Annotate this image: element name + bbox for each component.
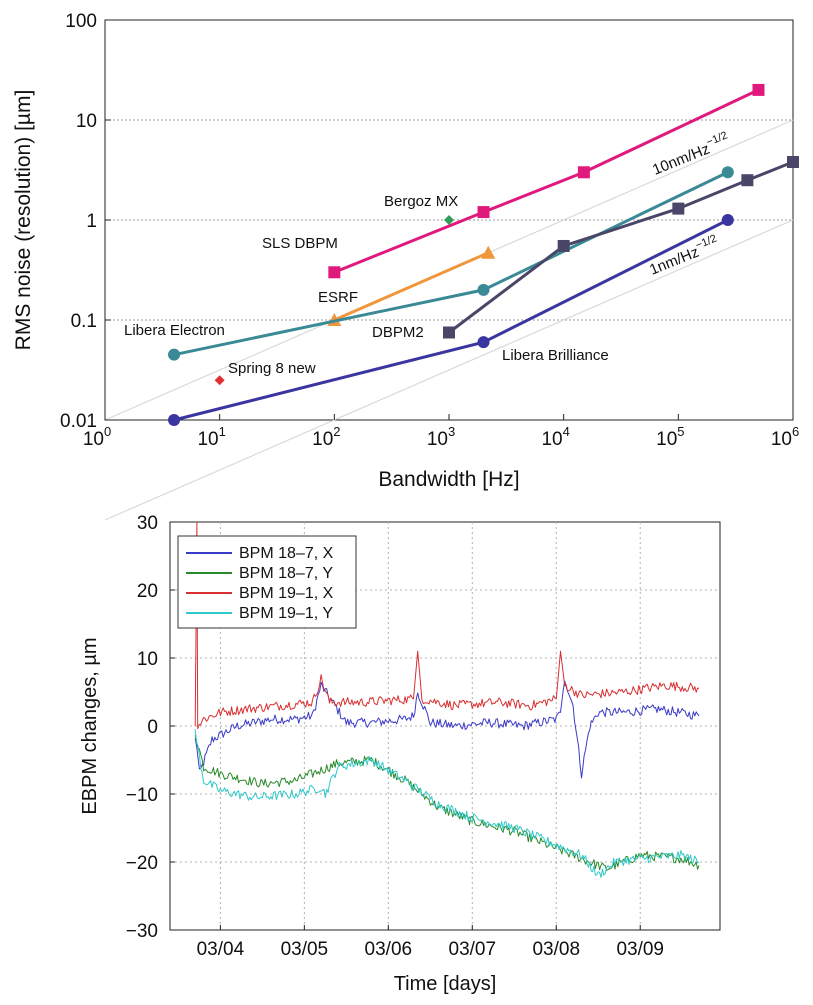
series-line-bpm-18-7-x [194, 680, 700, 779]
y-tick-label: 100 [65, 11, 97, 32]
y-tick-label: 10 [76, 111, 97, 132]
x-tick-label: 03/04 [197, 939, 245, 960]
series-line-bpm-19-1-y [194, 729, 700, 878]
label-bergoz-mx: Bergoz MX [384, 193, 458, 210]
data-point [328, 266, 341, 279]
data-point [741, 174, 754, 187]
data-point [787, 156, 799, 169]
series-line-bpm-19-1-x [194, 521, 700, 730]
label-sls-dbpm: SLS DBPM [262, 235, 338, 252]
label-libera-brilliance: Libera Brilliance [502, 347, 609, 364]
bottom-x-axis-label: Time [days] [394, 973, 497, 995]
reference-line [104, 219, 794, 521]
data-point [444, 215, 454, 225]
series-line [333, 88, 760, 274]
data-point [721, 214, 734, 226]
legend-item-bpm18-7-x: BPM 18–7, X [186, 545, 334, 562]
y-tick-label: 0.01 [60, 411, 97, 432]
series-bergoz-mx [444, 215, 454, 225]
x-tick-label: 102 [312, 424, 340, 450]
top-x-axis-label: Bandwidth [Hz] [378, 468, 519, 491]
data-point [443, 326, 455, 339]
x-tick-label: 100 [83, 424, 111, 450]
series-line [333, 251, 489, 322]
legend-label: BPM 18–7, X [239, 545, 334, 562]
legend-item-bpm19-1-y: BPM 19–1, Y [186, 605, 333, 622]
x-tick-label: 101 [197, 424, 225, 450]
data-point [672, 202, 685, 215]
legend-label: BPM 18–7, Y [239, 565, 333, 582]
label-esrf: ESRF [318, 289, 358, 306]
y-tick-label: 0 [147, 717, 158, 738]
x-tick-label: 03/06 [365, 939, 413, 960]
legend-label: BPM 19–1, X [239, 585, 334, 602]
data-point [168, 348, 181, 361]
legend-item-bpm18-7-y: BPM 18–7, Y [186, 565, 333, 582]
data-point [557, 239, 570, 252]
y-tick-label: 0.1 [71, 311, 97, 332]
series-libera-brilliance [168, 214, 734, 426]
x-tick-label: 104 [541, 424, 569, 450]
series-line-bpm-18-7-y [194, 734, 700, 871]
x-tick-label: 03/08 [532, 939, 580, 960]
data-point [752, 83, 765, 96]
data-point [168, 414, 181, 426]
data-point [477, 206, 490, 219]
data-point [721, 166, 734, 179]
data-point [477, 283, 490, 296]
data-point [577, 166, 590, 179]
top-y-axis-label: RMS noise (resolution) [µm] [12, 90, 35, 351]
series-dbpm2 [443, 156, 799, 339]
legend-item-bpm19-1-x: BPM 19–1, X [186, 585, 334, 602]
series-libera-electron [168, 166, 734, 361]
bottom-y-axis-label: EBPM changes, µm [79, 637, 101, 814]
label-dbpm2: DBPM2 [372, 324, 424, 341]
series-spring-8-new [214, 375, 225, 386]
y-tick-label: −20 [126, 853, 158, 874]
y-tick-label: 10 [137, 649, 158, 670]
legend-label: BPM 19–1, Y [239, 605, 333, 622]
legend: BPM 18–7, X BPM 18–7, Y BPM 19–1, X BPM … [177, 535, 357, 629]
y-tick-label: −30 [126, 921, 158, 942]
x-tick-label: 106 [771, 424, 799, 450]
data-point [477, 336, 490, 349]
label-libera-electron: Libera Electron [124, 322, 225, 339]
data-point [481, 245, 496, 259]
label-spring8-new: Spring 8 new [228, 360, 316, 377]
y-tick-label: 20 [137, 581, 158, 602]
data-point [214, 375, 225, 386]
y-tick-label: −10 [126, 785, 158, 806]
x-tick-label: 03/07 [449, 939, 497, 960]
x-tick-label: 105 [656, 424, 684, 450]
x-tick-label: 03/05 [281, 939, 329, 960]
x-tick-label: 103 [427, 424, 455, 450]
ebpm-changes-chart: 30 20 10 0 −10 −20 −30 03/04 03/05 03/06 03/07 03/… [79, 513, 721, 995]
x-tick-label: 03/09 [616, 939, 664, 960]
y-tick-label: 30 [137, 513, 158, 534]
y-tick-label: 1 [86, 211, 97, 232]
series-sls-dbpm [328, 83, 765, 279]
